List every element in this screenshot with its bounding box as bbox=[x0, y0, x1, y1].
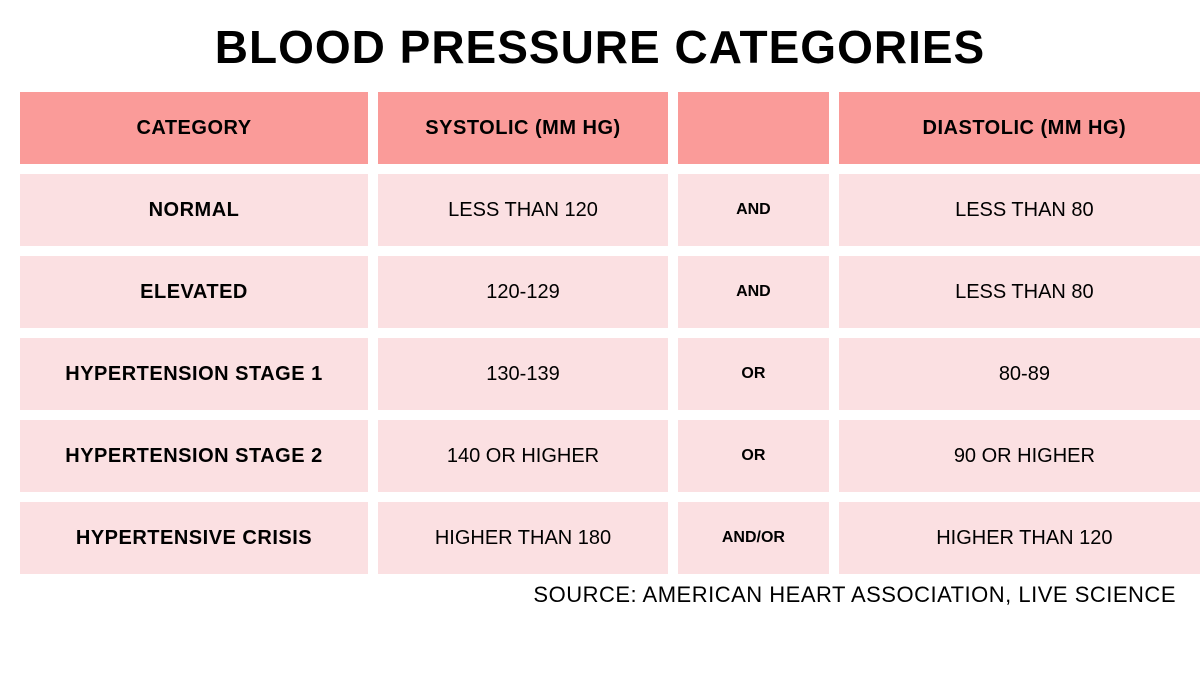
row-category: HYPERTENSION STAGE 1 bbox=[20, 338, 368, 410]
row-connector: OR bbox=[678, 338, 829, 410]
row-connector: AND bbox=[678, 174, 829, 246]
row-systolic: 120-129 bbox=[378, 256, 668, 328]
row-connector: AND/OR bbox=[678, 502, 829, 574]
row-category: ELEVATED bbox=[20, 256, 368, 328]
row-systolic: HIGHER THAN 180 bbox=[378, 502, 668, 574]
page-title: BLOOD PRESSURE CATEGORIES bbox=[20, 20, 1180, 74]
row-diastolic: LESS THAN 80 bbox=[839, 174, 1200, 246]
row-category: NORMAL bbox=[20, 174, 368, 246]
bp-table: CATEGORY SYSTOLIC (MM HG) DIASTOLIC (MM … bbox=[20, 92, 1180, 574]
row-diastolic: 90 OR HIGHER bbox=[839, 420, 1200, 492]
row-systolic: LESS THAN 120 bbox=[378, 174, 668, 246]
row-systolic: 130-139 bbox=[378, 338, 668, 410]
row-category: HYPERTENSION STAGE 2 bbox=[20, 420, 368, 492]
col-header-systolic: SYSTOLIC (MM HG) bbox=[378, 92, 668, 164]
col-header-diastolic: DIASTOLIC (MM HG) bbox=[839, 92, 1200, 164]
col-header-category: CATEGORY bbox=[20, 92, 368, 164]
row-category: HYPERTENSIVE CRISIS bbox=[20, 502, 368, 574]
row-diastolic: HIGHER THAN 120 bbox=[839, 502, 1200, 574]
col-header-connector bbox=[678, 92, 829, 164]
row-systolic: 140 OR HIGHER bbox=[378, 420, 668, 492]
row-diastolic: LESS THAN 80 bbox=[839, 256, 1200, 328]
row-diastolic: 80-89 bbox=[839, 338, 1200, 410]
row-connector: OR bbox=[678, 420, 829, 492]
source-attribution: SOURCE: AMERICAN HEART ASSOCIATION, LIVE… bbox=[20, 582, 1180, 608]
row-connector: AND bbox=[678, 256, 829, 328]
